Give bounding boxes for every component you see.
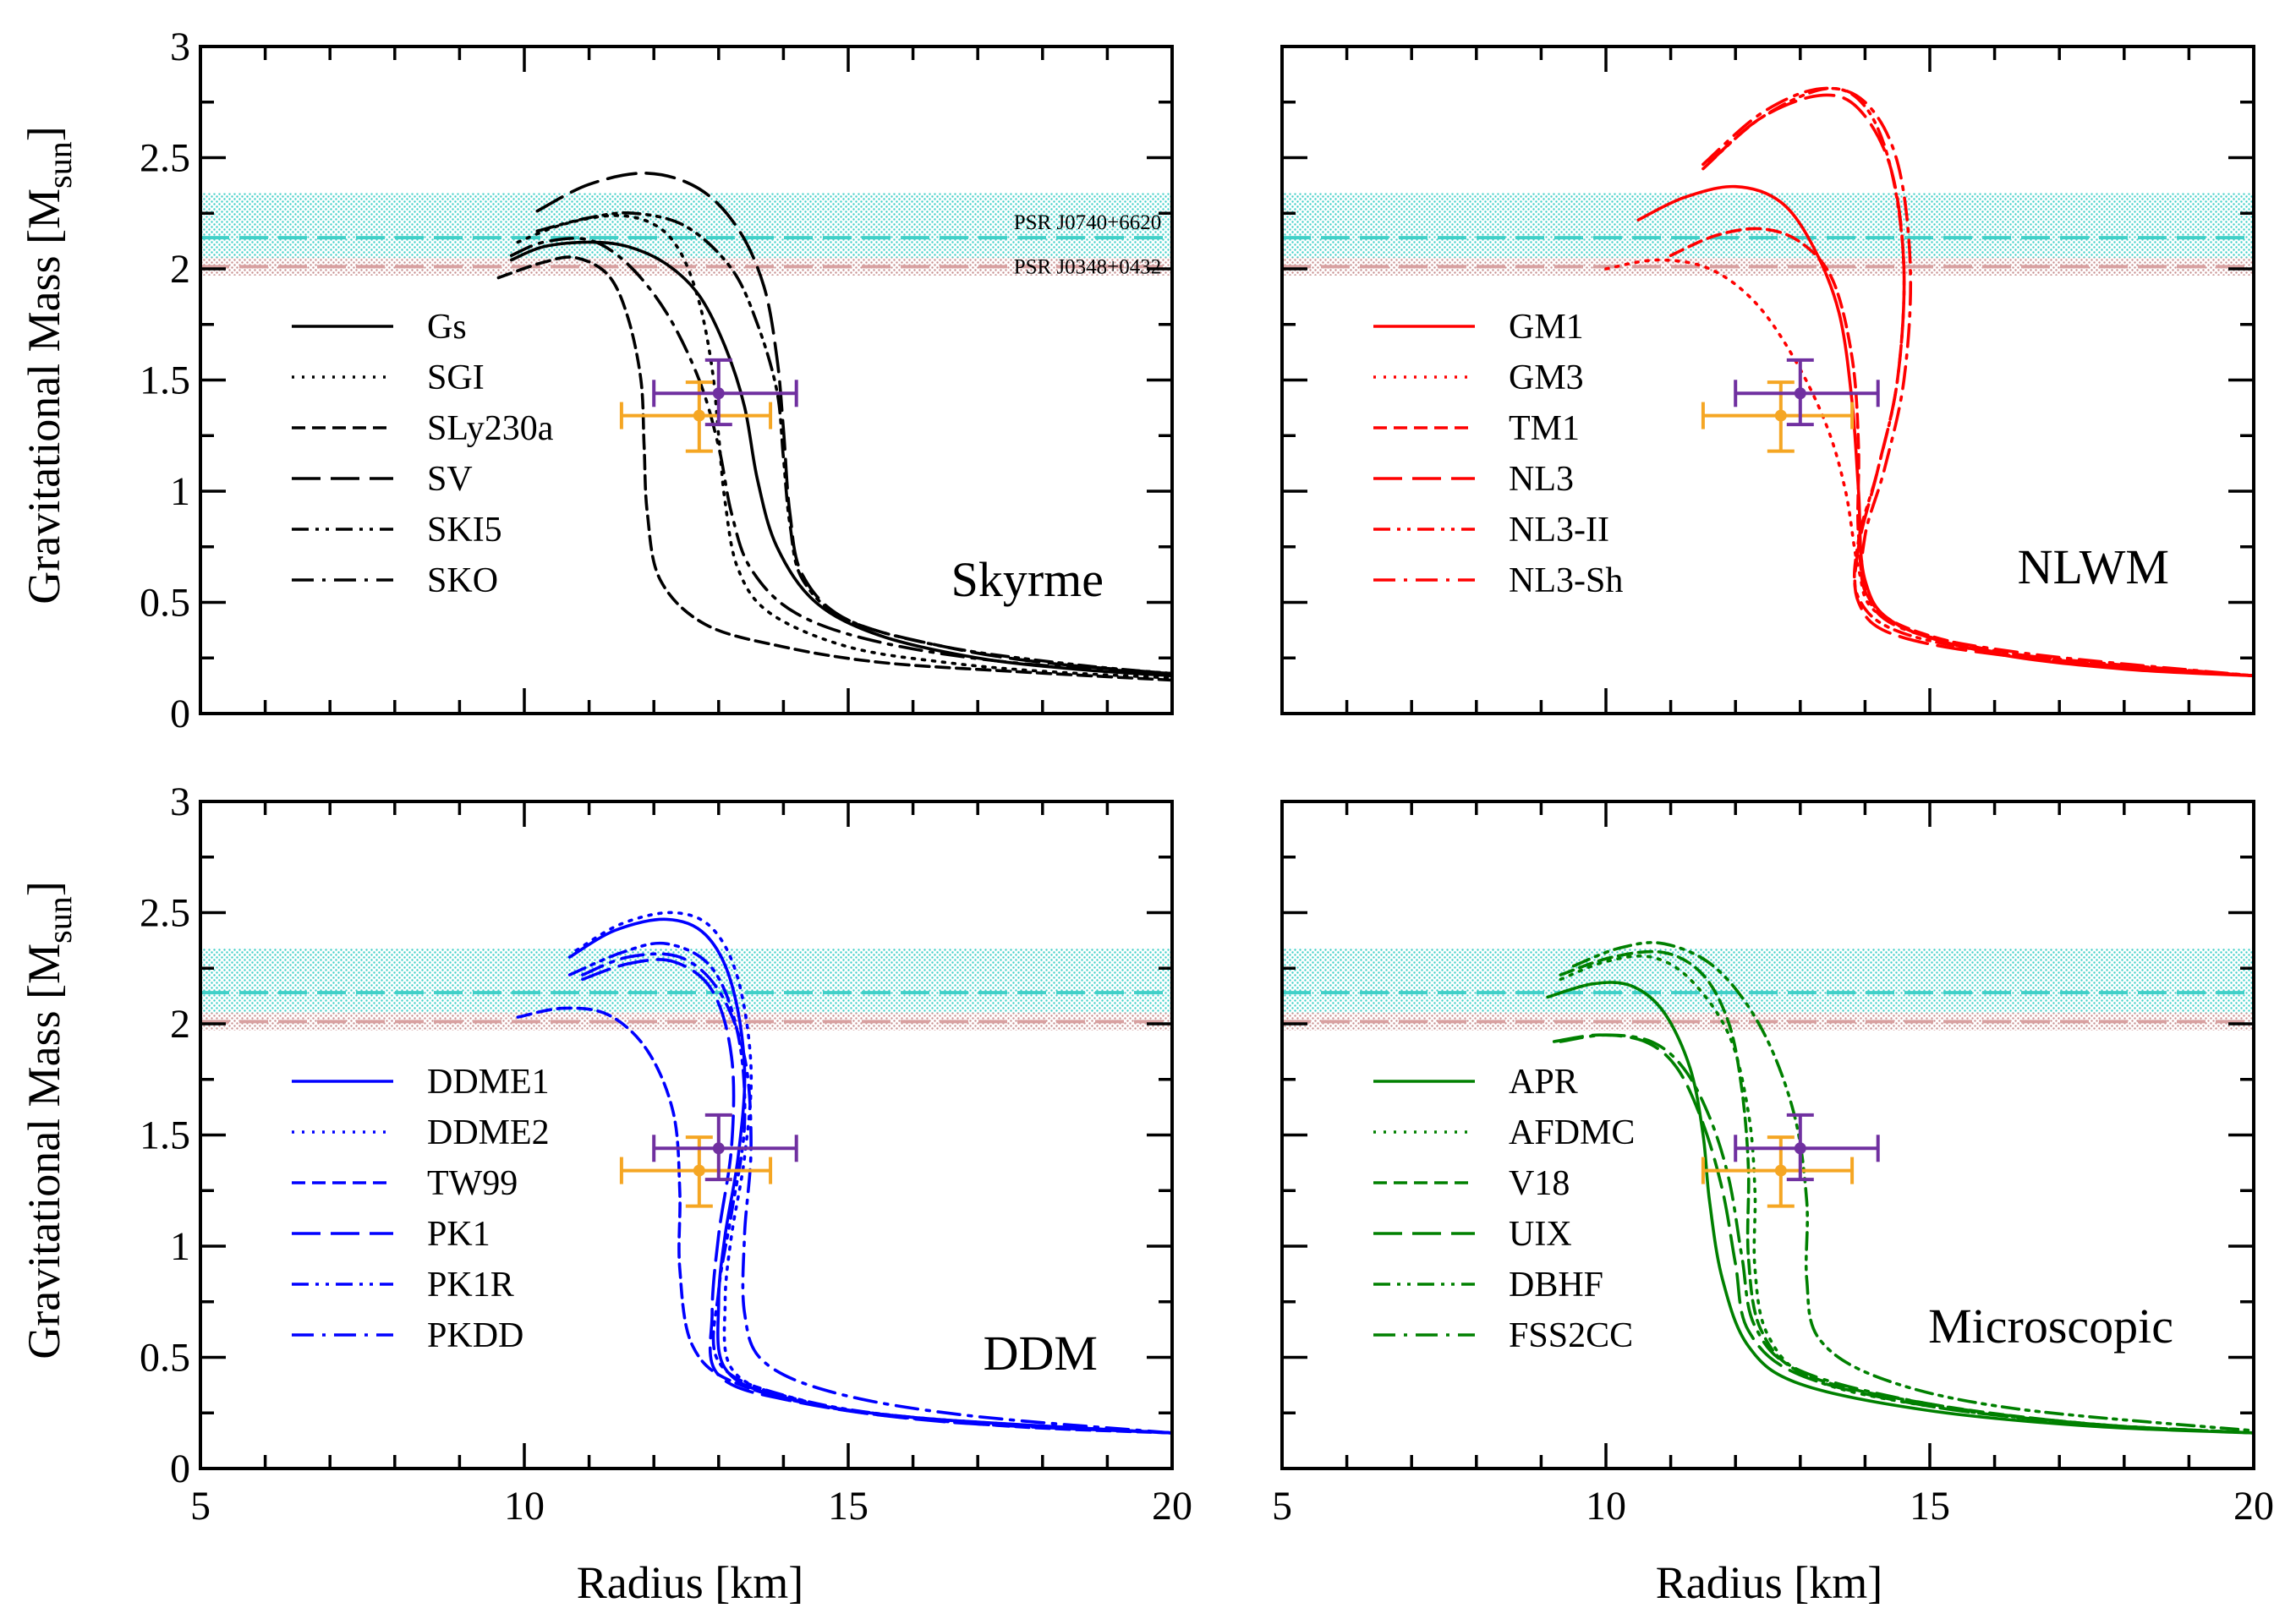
series-line-ski5 [535, 211, 1172, 675]
x-tick-label: 5 [190, 1484, 211, 1529]
band-fill-0 [200, 193, 1172, 260]
panel-nlwm: GM1 GM3 TM1 NL3 NL3-II NL3-Sh NLWM [1280, 45, 2255, 715]
legend-label-dbhf: DBHF [1509, 1266, 1603, 1304]
series-line-nl3-sh [1701, 86, 2254, 678]
y-tick-label: 1 [170, 469, 190, 514]
measurement-point-0 [693, 1164, 705, 1177]
measurement-point-0 [1774, 1164, 1787, 1177]
measurement-point-0 [693, 409, 705, 422]
legend-label-gm1: GM1 [1509, 308, 1584, 347]
x-tick-label: 20 [1152, 1484, 1192, 1529]
x-tick-label: 15 [1910, 1484, 1950, 1529]
panel-ddm: 0 0.5 1 1.5 2 2.5 3 5 10 15 20 DDME1 DDME2 TW99 PK1 PK… [140, 779, 1192, 1529]
measurement-point-1 [1794, 1142, 1806, 1155]
x-axis-title-right: Radius [km] [1656, 1557, 1882, 1608]
y-tick-label: 2.5 [140, 891, 190, 936]
legend-label-ddme2: DDME2 [427, 1113, 550, 1152]
series-line-pkdd [581, 952, 1172, 1435]
band-fill-0 [200, 948, 1172, 1015]
band-fill-0 [1282, 948, 2254, 1015]
series-line-tm1 [1669, 227, 2254, 678]
y-tick-label: 2 [170, 247, 190, 292]
legend-label-pkdd: PKDD [427, 1316, 523, 1355]
legend-label-tm1: TM1 [1509, 409, 1580, 448]
y-tick-label: 1 [170, 1224, 190, 1269]
legend-label-sv: SV [427, 460, 473, 499]
panel-title-microscopic: Microscopic [1928, 1299, 2173, 1354]
y-tick-label: 1.5 [140, 358, 190, 403]
legend-label-pk1r: PK1R [427, 1266, 514, 1304]
band-label-1: PSR J0348+0432 [1014, 255, 1162, 278]
legend-label-nl3-ii: NL3-II [1509, 511, 1609, 550]
plot-frame [199, 45, 1174, 715]
measurement-point-1 [712, 387, 725, 400]
band-fill-0 [1282, 193, 2254, 260]
plot-frame [1280, 800, 2255, 1470]
series-line-ddme2 [574, 911, 1172, 1435]
series-line-gm3 [1604, 258, 2254, 678]
y-axis-title-bottom: Gravitational Mass [Msun] [19, 881, 79, 1359]
y-tick-label: 0 [170, 692, 190, 736]
y-tick-label: 0 [170, 1447, 190, 1491]
legend-label-tw99: TW99 [427, 1164, 518, 1203]
band-label-0: PSR J0740+6620 [1014, 211, 1162, 234]
legend-label-nl3: NL3 [1509, 460, 1574, 499]
series-line-sgi [516, 214, 1172, 680]
legend-label-ddme1: DDME1 [427, 1063, 550, 1102]
series-line-pk1r [567, 941, 1172, 1435]
legend-label-sly230a: SLy230a [427, 409, 554, 448]
measurement-point-1 [1794, 387, 1806, 400]
plot-frame [199, 800, 1174, 1470]
legend-label-fss2cc: FSS2CC [1509, 1316, 1633, 1355]
x-tick-label: 10 [504, 1484, 545, 1529]
panel-title-ddm: DDM [984, 1326, 1098, 1381]
y-tick-label: 2 [170, 1002, 190, 1047]
series-line-apr [1546, 981, 2254, 1435]
x-tick-label: 20 [2233, 1484, 2274, 1529]
y-tick-label: 3 [170, 779, 190, 824]
series-line-uix [1552, 1033, 2254, 1435]
panel-title-skyrme: Skyrme [951, 552, 1104, 607]
plot-frame [1280, 45, 2255, 715]
legend-label-gs: Gs [427, 308, 467, 347]
panel-microscopic: 5 10 15 20 APR AFDMC V18 UIX DBHF FSS2CC Microsc… [1272, 800, 2274, 1529]
legend-label-apr: APR [1509, 1063, 1578, 1102]
x-tick-label: 5 [1272, 1484, 1292, 1529]
legend-label-nl3-sh: NL3-Sh [1509, 561, 1623, 600]
legend-label-pk1: PK1 [427, 1215, 490, 1254]
panel-skyrme: 0 0.5 1 1.5 2 2.5 3 Gs SGI SLy230a SV SKI5 SKO Skyr… [140, 25, 1174, 736]
y-tick-label: 0.5 [140, 581, 190, 626]
series-line-nl3 [1707, 93, 2254, 678]
legend-label-sko: SKO [427, 561, 498, 600]
y-axis-title-top: Gravitational Mass [Msun] [19, 126, 79, 604]
series-line-sly230a [496, 255, 1172, 682]
y-tick-label: 0.5 [140, 1336, 190, 1381]
legend-label-uix: UIX [1509, 1215, 1572, 1254]
legend-label-sgi: SGI [427, 358, 485, 397]
y-tick-label: 1.5 [140, 1113, 190, 1158]
measurement-point-0 [1774, 409, 1787, 422]
panel-title-nlwm: NLWM [2018, 539, 2169, 594]
x-axis-title-left: Radius [km] [577, 1557, 803, 1608]
x-tick-label: 10 [1586, 1484, 1626, 1529]
series-line-nl3-ii [1701, 86, 2254, 678]
series-line-fss2cc [1559, 1033, 2254, 1435]
y-tick-label: 2.5 [140, 136, 190, 181]
measurement-point-1 [712, 1142, 725, 1155]
series-line-gs [509, 240, 1172, 678]
measurement-nicer-b [652, 358, 798, 427]
series-line-dbhf [1571, 941, 2254, 1433]
series-line-sko [509, 237, 1172, 675]
x-tick-label: 15 [828, 1484, 869, 1529]
legend-label-gm3: GM3 [1509, 358, 1584, 397]
y-tick-label: 3 [170, 25, 190, 69]
legend-label-afdmc: AFDMC [1509, 1113, 1635, 1152]
legend-label-ski5: SKI5 [427, 511, 502, 550]
legend-label-v18: V18 [1509, 1164, 1570, 1203]
